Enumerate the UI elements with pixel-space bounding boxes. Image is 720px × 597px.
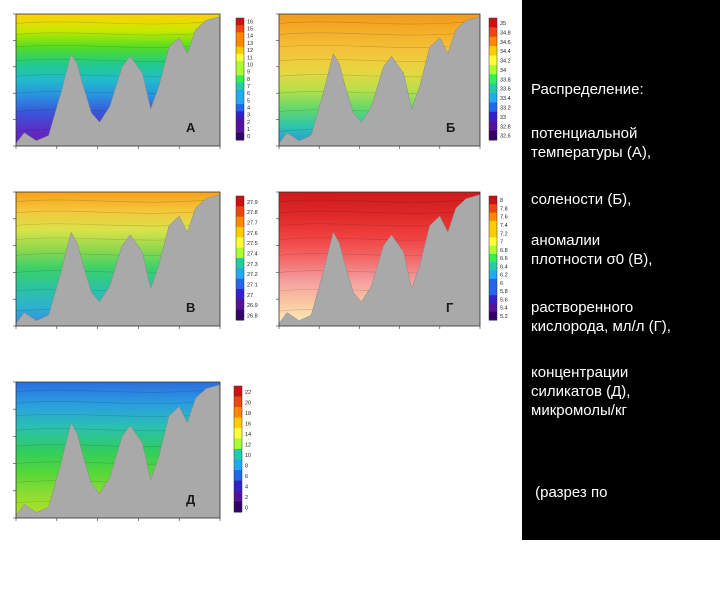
colorbar-tick-label: 2 [245, 495, 248, 501]
caption-salinity: солености (Б), [531, 191, 632, 208]
colorbar-tick-label: 6.4 [500, 264, 508, 270]
colorbar-tick-label: 34.2 [500, 59, 511, 65]
colorbar-tick-label: 7.4 [500, 223, 508, 229]
colorbar-tick-label: 14 [247, 34, 253, 40]
caption-temperature: потенциальной температуры (А), [531, 125, 651, 161]
colorbar-tick-label: 6 [245, 474, 248, 480]
slide: А 16 15 14 13 12 11 10 9 8 7 6 5 4 3 2 1 0 Б 35 34.8 34.6 34.… [0, 0, 720, 540]
colorbar-tick-label: 8 [245, 463, 248, 469]
colorbar-tick-label: 6 [247, 91, 250, 97]
colorbar-tick-label: 12 [245, 442, 251, 448]
panel-label-d: Д [186, 492, 196, 507]
section-plot-g: Г 8 7.8 7.6 7.4 7.2 7 6.8 6.6 6.4 6.2 6 5.8 5.6 5.4 5.2 [276, 191, 508, 329]
colorbar-tick-label: 14 [245, 432, 251, 438]
colorbar-tick-label: 27.2 [247, 272, 258, 278]
caption-section: (разрез по 59-60°с.ш. (2003 г.)) [531, 484, 668, 558]
colorbar-tick-label: 27.9 [247, 200, 258, 206]
colorbar-tick-label: 6 [500, 281, 503, 287]
colorbar-tick-label: 34 [500, 68, 506, 74]
colorbar-tick-label: 5.8 [500, 289, 508, 295]
colorbar-tick-label: 1 [247, 127, 250, 133]
colorbar-tick-label: 33.2 [500, 106, 511, 112]
colorbar-tick-label: 26.9 [247, 303, 258, 309]
colorbar-tick-label: 12 [247, 48, 253, 54]
colorbar-tick-label: 34.4 [500, 49, 511, 55]
section-panel-g-oxygen: Г 8 7.8 7.6 7.4 7.2 7 6.8 6.6 6.4 6.2 6 5.8 5.6 5.4 5.2 [263, 180, 522, 348]
colorbar-tick-label: 33.4 [500, 96, 511, 102]
colorbar-tick-label: 33.8 [500, 77, 511, 83]
section-panel-d-silicate: Д 22 20 18 16 14 12 10 8 6 4 2 0 [0, 370, 262, 540]
colorbar-tick-label: 5.6 [500, 297, 508, 303]
section-panel-v-density: В 27.9 27.8 27.7 27.6 27.5 27.4 27.3 27.2 27.1 27 2… [0, 180, 262, 348]
colorbar-tick-label: 5.4 [500, 306, 508, 312]
colorbar-tick-label: 27 [247, 293, 253, 299]
colorbar-tick-label: 8 [500, 198, 503, 204]
colorbar-tick-label: 2 [247, 120, 250, 126]
colorbar-tick-label: 8 [247, 77, 250, 83]
text-panel [522, 0, 720, 540]
colorbar-tick-label: 27.5 [247, 241, 258, 247]
caption-oxygen: растворенного кислорода, мл/л (Г), [531, 299, 671, 335]
colorbar-tick-label: 5 [247, 98, 250, 104]
colorbar-tick-label: 22 [245, 390, 251, 396]
colorbar-tick-label: 18 [245, 411, 251, 417]
colorbar-tick-label: 7.6 [500, 215, 508, 221]
panel-label-v: В [186, 300, 195, 315]
colorbar-tick-label: 15 [247, 27, 253, 33]
panel-label-g: Г [446, 300, 454, 315]
colorbar-tick-label: 34.8 [500, 30, 511, 36]
colorbar-tick-label: 35 [500, 21, 506, 27]
colorbar-tick-label: 4 [247, 106, 250, 112]
colorbar-tick-label: 10 [245, 453, 251, 459]
colorbar-tick-label: 33 [500, 115, 506, 121]
caption-text: Распределение: [531, 80, 717, 99]
colorbar-tick-label: 32.6 [500, 134, 511, 140]
colorbar-tick-label: 26.8 [247, 313, 258, 319]
section-panel-a-temperature: А 16 15 14 13 12 11 10 9 8 7 6 5 4 3 2 1 0 [0, 2, 262, 168]
caption-title: Распределение: [531, 81, 644, 98]
colorbar-tick-label: 0 [247, 134, 250, 140]
colorbar-tick-label: 34.6 [500, 40, 511, 46]
caption-density: аномалии плотности σ0 (В), [531, 232, 653, 268]
colorbar-tick-label: 27.8 [247, 210, 258, 216]
colorbar-tick-label: 27.6 [247, 231, 258, 237]
colorbar-tick-label: 7.2 [500, 231, 508, 237]
colorbar-tick-label: 0 [245, 505, 248, 511]
colorbar-tick-label: 27.7 [247, 220, 258, 226]
colorbar-tick-label: 10 [247, 62, 253, 68]
colorbar-tick-label: 6.2 [500, 273, 508, 279]
colorbar-tick-label: 4 [245, 484, 248, 490]
panel-label-a: А [186, 120, 196, 135]
colorbar-tick-label: 32.8 [500, 124, 511, 130]
colorbar-tick-label: 9 [247, 70, 250, 76]
colorbar-tick-label: 33.6 [500, 87, 511, 93]
colorbar-tick-label: 7.8 [500, 206, 508, 212]
panel-label-b: Б [446, 120, 455, 135]
colorbar-tick-label: 27.3 [247, 262, 258, 268]
colorbar-tick-label: 3 [247, 113, 250, 119]
colorbar-tick-label: 6.6 [500, 256, 508, 262]
colorbar-tick-label: 20 [245, 400, 251, 406]
colorbar-tick-label: 5.2 [500, 314, 508, 320]
colorbar-tick-label: 6.8 [500, 248, 508, 254]
colorbar-tick-label: 16 [247, 19, 253, 25]
colorbar-tick-label: 11 [247, 55, 253, 61]
colorbar-tick-label: 13 [247, 41, 253, 47]
colorbar-tick-label: 27.4 [247, 251, 258, 257]
caption-silicate: концентрации силикатов (Д), микромолы/кг [531, 364, 631, 419]
section-plot-v: В 27.9 27.8 27.7 27.6 27.5 27.4 27.3 27.2 27.1 27 2… [13, 191, 258, 329]
colorbar-tick-label: 16 [245, 421, 251, 427]
colorbar-tick-label: 7 [500, 240, 503, 246]
colorbar-tick-label: 27.1 [247, 282, 258, 288]
colorbar-tick-label: 7 [247, 84, 250, 90]
section-plot-b: Б 35 34.8 34.6 34.4 34.2 34 33.8 33.6 33.4 33.2 33 3… [276, 13, 511, 149]
section-panel-b-salinity: Б 35 34.8 34.6 34.4 34.2 34 33.8 33.6 33.4 33.2 33 3… [263, 2, 522, 168]
